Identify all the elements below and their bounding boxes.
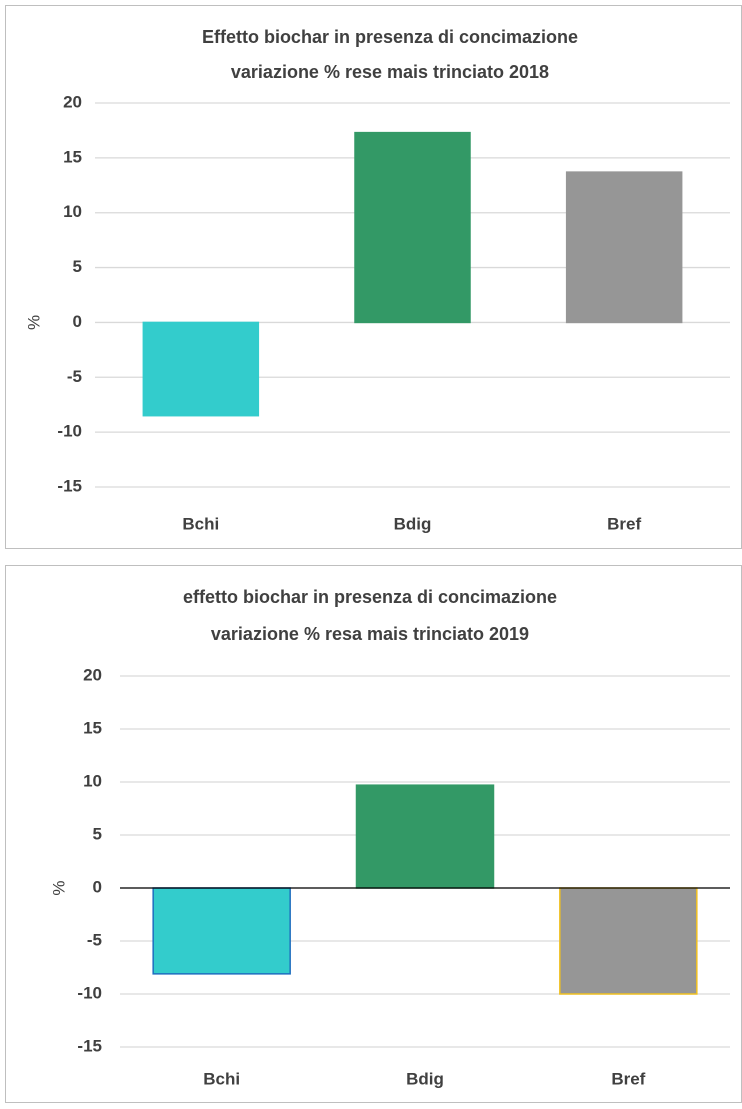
y-tick-label: 10 — [63, 202, 82, 221]
y-tick-label: -5 — [87, 930, 102, 949]
y-axis-label: % — [49, 880, 68, 895]
y-tick-label: 20 — [63, 92, 82, 111]
bar — [355, 784, 495, 889]
bar — [142, 321, 260, 417]
y-tick-label: 20 — [83, 665, 102, 684]
chart-subtitle: variazione % resa mais trinciato 2019 — [211, 624, 529, 644]
y-tick-label: 5 — [73, 257, 82, 276]
bar — [354, 131, 471, 324]
bar — [559, 887, 698, 995]
chart-subtitle: variazione % rese mais trinciato 2018 — [231, 62, 549, 82]
y-tick-label: -5 — [67, 367, 82, 386]
x-tick-label: Bchi — [203, 1069, 240, 1088]
y-tick-label: 5 — [93, 824, 102, 843]
x-tick-label: Bdig — [406, 1069, 444, 1088]
y-axis-label: % — [24, 315, 43, 330]
x-tick-label: Bref — [607, 514, 641, 533]
y-tick-label: 0 — [93, 877, 102, 896]
y-tick-label: -10 — [57, 422, 82, 441]
y-tick-label: 15 — [83, 718, 102, 737]
bar — [565, 171, 683, 324]
x-tick-label: Bdig — [394, 514, 432, 533]
y-tick-label: -15 — [77, 1036, 102, 1055]
x-tick-label: Bchi — [182, 514, 219, 533]
y-tick-label: 15 — [63, 147, 82, 166]
chart-title: Effetto biochar in presenza di concimazi… — [202, 27, 578, 47]
x-tick-label: Bref — [611, 1069, 645, 1088]
bar — [152, 887, 291, 975]
y-tick-label: 10 — [83, 771, 102, 790]
y-tick-label: 0 — [73, 312, 82, 331]
chart-title: effetto biochar in presenza di concimazi… — [183, 587, 557, 607]
y-tick-label: -10 — [77, 983, 102, 1002]
y-tick-label: -15 — [57, 476, 82, 495]
